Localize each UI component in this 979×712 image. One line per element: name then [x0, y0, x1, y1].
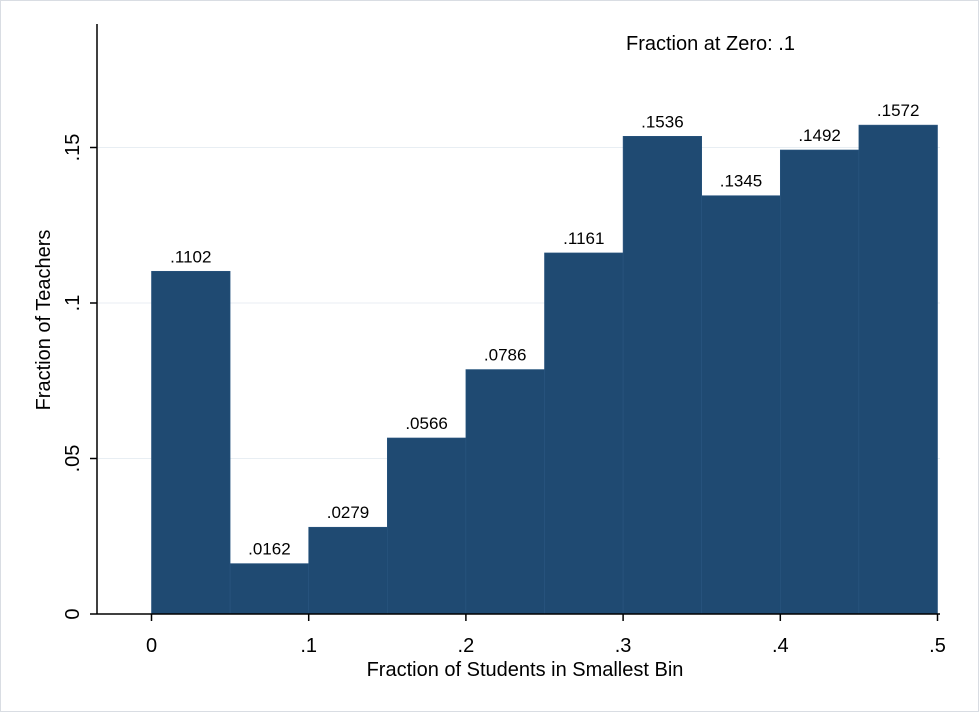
- axes: [90, 24, 940, 621]
- histogram-bar: [622, 136, 702, 615]
- bar-value-label: .0566: [405, 414, 448, 433]
- x-tick-label: .3: [615, 635, 632, 657]
- x-tick-label: .5: [929, 635, 946, 657]
- chart-annotation: Fraction at Zero: .1: [626, 33, 795, 55]
- x-axis-title: Fraction of Students in Smallest Bin: [367, 659, 684, 681]
- data-labels: .1102 .0162 .0279 .0566 .0786 .1161 .1536 .1345…: [170, 101, 919, 559]
- histogram-bar: [308, 526, 388, 615]
- y-tick-label: .05: [62, 445, 84, 473]
- bars: [151, 124, 938, 615]
- histogram-bar: [151, 270, 231, 615]
- y-tick-label: .1: [62, 295, 84, 312]
- histogram-bar: [701, 195, 781, 615]
- histogram-bar: [779, 149, 860, 615]
- bar-value-label: .1572: [877, 101, 920, 120]
- bar-value-label: .1492: [798, 126, 841, 145]
- bar-value-label: .1536: [641, 112, 684, 131]
- bar-value-label: .1161: [563, 229, 604, 248]
- bar-value-label: .0786: [484, 346, 527, 365]
- x-tick-label: .2: [458, 635, 475, 657]
- bar-value-label: .1345: [720, 172, 763, 191]
- histogram-bar: [386, 437, 467, 615]
- bar-value-label: .0162: [248, 540, 291, 559]
- bar-value-label: .0279: [327, 503, 370, 522]
- x-tick-label: 0: [146, 635, 157, 657]
- histogram-bar: [229, 563, 310, 615]
- y-tick-label: .15: [62, 134, 84, 162]
- bar-value-label: .1102: [170, 247, 211, 266]
- histogram-bar: [858, 124, 938, 615]
- histogram-bar: [544, 252, 624, 615]
- histogram-bar: [465, 369, 545, 615]
- y-tick-label: 0: [62, 608, 84, 619]
- tick-labels: 0 .05 .1 .15 0 .1 .2 .3 .4 .5: [62, 134, 946, 657]
- y-axis-title: Fraction of Teachers: [33, 230, 55, 411]
- x-tick-label: .1: [300, 635, 317, 657]
- x-tick-label: .4: [772, 635, 789, 657]
